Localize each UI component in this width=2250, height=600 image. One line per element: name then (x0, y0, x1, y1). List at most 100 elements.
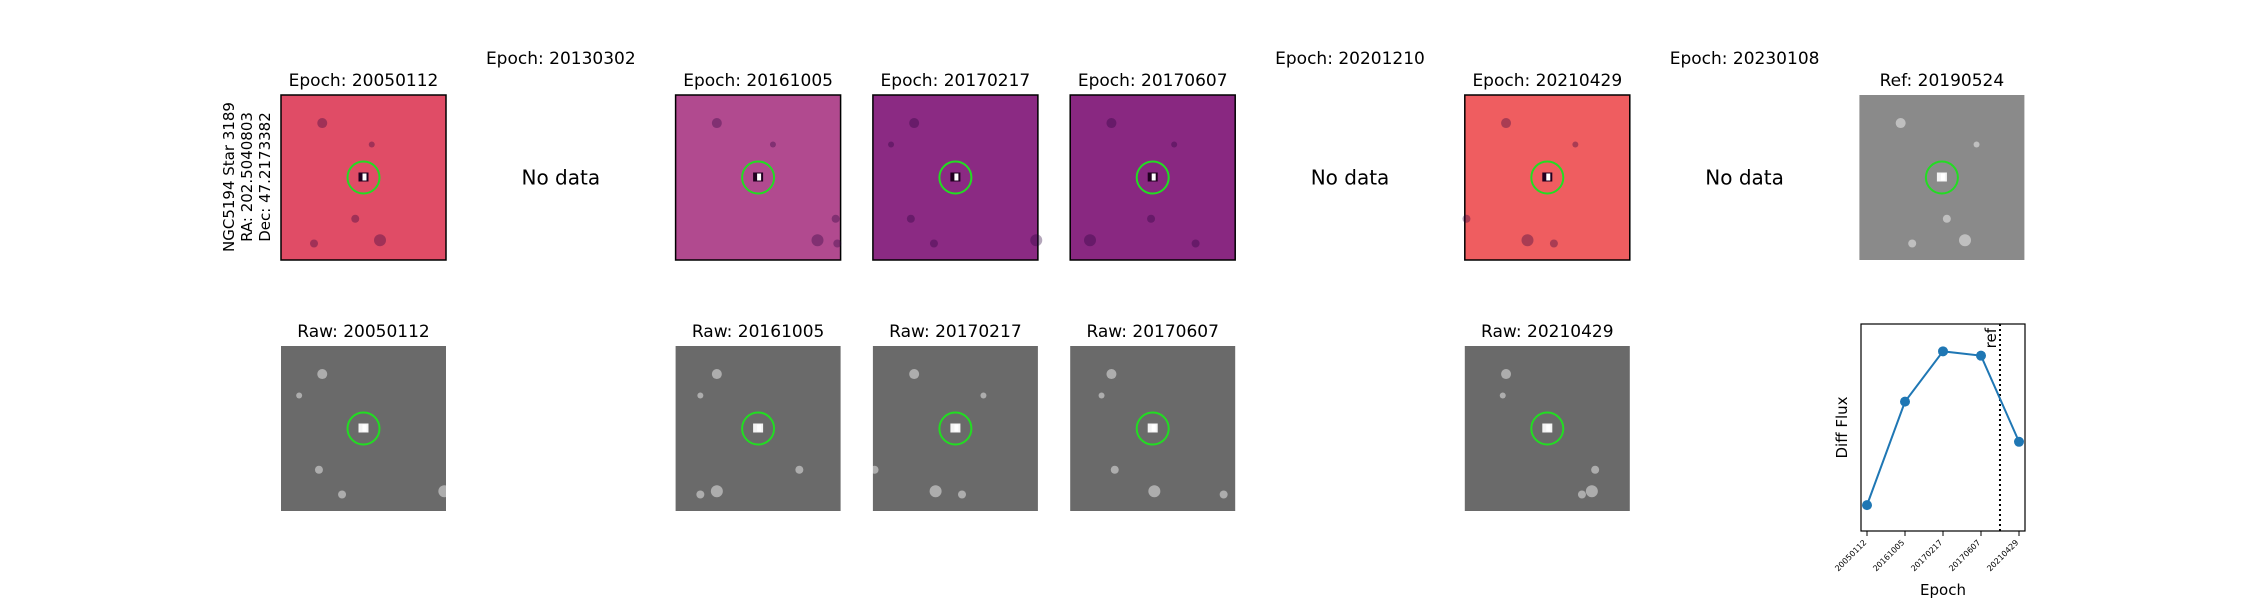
aperture (938, 160, 973, 195)
aperture (741, 411, 776, 446)
point (1862, 500, 1872, 511)
star-core (757, 173, 762, 181)
source (980, 392, 987, 399)
source (1462, 214, 1471, 223)
aperture (1135, 411, 1170, 446)
source (438, 485, 451, 498)
source (710, 485, 723, 498)
source (909, 118, 920, 129)
source (296, 392, 303, 399)
source (1591, 465, 1600, 474)
source (888, 141, 895, 148)
x-tick-label: 20170217 (1909, 538, 1944, 573)
source (1106, 369, 1117, 380)
source (1501, 369, 1512, 380)
aperture (1135, 160, 1170, 195)
source (1973, 141, 1980, 148)
source (929, 239, 938, 248)
source (870, 465, 879, 474)
star-core (954, 173, 959, 181)
x-tick-label: 20050112 (1833, 538, 1868, 573)
source (769, 141, 776, 148)
point (2014, 436, 2024, 447)
ref-label: ref (1982, 327, 2000, 348)
source (1521, 234, 1534, 247)
source (1577, 490, 1586, 499)
panel-title: Epoch: 20210429 (1472, 71, 1622, 91)
source (351, 214, 360, 223)
aperture (1530, 160, 1565, 195)
star-core (1151, 173, 1156, 181)
source (1908, 239, 1917, 248)
star-core (362, 173, 367, 181)
source (1148, 485, 1161, 498)
row-label: NGC5194 Star 3189 RA: 202.5040803 Dec: 4… (220, 102, 274, 252)
source (958, 490, 966, 499)
source (1191, 239, 1200, 248)
source (909, 369, 920, 380)
point (1900, 396, 1910, 407)
panel-title: Epoch: 20161005 (683, 71, 833, 91)
panel-title: Raw: 20050112 (297, 322, 430, 342)
source (314, 465, 323, 474)
star-core (757, 424, 762, 432)
source (831, 214, 840, 223)
row-label-line: NGC5194 Star 3189 (220, 102, 238, 252)
source (1942, 214, 1951, 223)
source (1171, 141, 1178, 148)
source (811, 234, 824, 247)
panel-title: Raw: 20170607 (1086, 322, 1219, 342)
panel-title: Epoch: 20170607 (1078, 71, 1228, 91)
panel-title: Raw: 20210429 (1481, 322, 1614, 342)
point (1976, 350, 1986, 361)
star-core (954, 424, 959, 432)
no-data: No data (1705, 166, 1784, 190)
row-label-line: Dec: 47.2173382 (256, 112, 274, 242)
x-tick-label: 20210429 (1985, 538, 2020, 573)
source (697, 392, 704, 399)
source (833, 239, 842, 248)
aperture (1924, 160, 1959, 195)
source (1895, 118, 1906, 129)
no-data: No data (521, 166, 600, 190)
panel-title: Epoch: 20050112 (289, 71, 439, 91)
series-line (1866, 350, 2020, 506)
panel-title: Raw: 20161005 (692, 322, 825, 342)
panel-title: Ref: 20190524 (1880, 71, 2005, 91)
star-core (1546, 173, 1551, 181)
x-tick-label: 20170607 (1947, 538, 1982, 573)
point (1938, 346, 1948, 357)
source (1549, 239, 1558, 248)
source (317, 369, 328, 380)
source (906, 214, 915, 223)
source (1572, 141, 1579, 148)
source (374, 234, 386, 247)
y-axis-label: Diff Flux (1833, 396, 1851, 458)
star-core (1151, 424, 1156, 432)
source (1585, 485, 1598, 498)
x-tick-label: 20161005 (1871, 538, 1906, 573)
aperture (346, 160, 381, 195)
aperture (1530, 411, 1565, 446)
source (696, 490, 705, 499)
panel-title: Raw: 20170217 (889, 322, 1022, 342)
source (929, 485, 942, 498)
panel-title: Epoch: 20230108 (1670, 49, 1820, 69)
star-core (1546, 424, 1551, 432)
source (368, 141, 375, 148)
source (1106, 118, 1117, 129)
source (317, 118, 328, 129)
source (711, 118, 722, 129)
source (1501, 118, 1512, 129)
source (1030, 234, 1043, 247)
source (1147, 214, 1156, 223)
row-label-line: RA: 202.5040803 (238, 112, 256, 242)
source (1084, 234, 1096, 247)
aperture (741, 160, 776, 195)
panel-title: Epoch: 20170217 (881, 71, 1031, 91)
source (1499, 392, 1506, 399)
panel-title: Epoch: 20201210 (1275, 49, 1425, 69)
aperture (938, 411, 973, 446)
star-core (1940, 173, 1945, 181)
